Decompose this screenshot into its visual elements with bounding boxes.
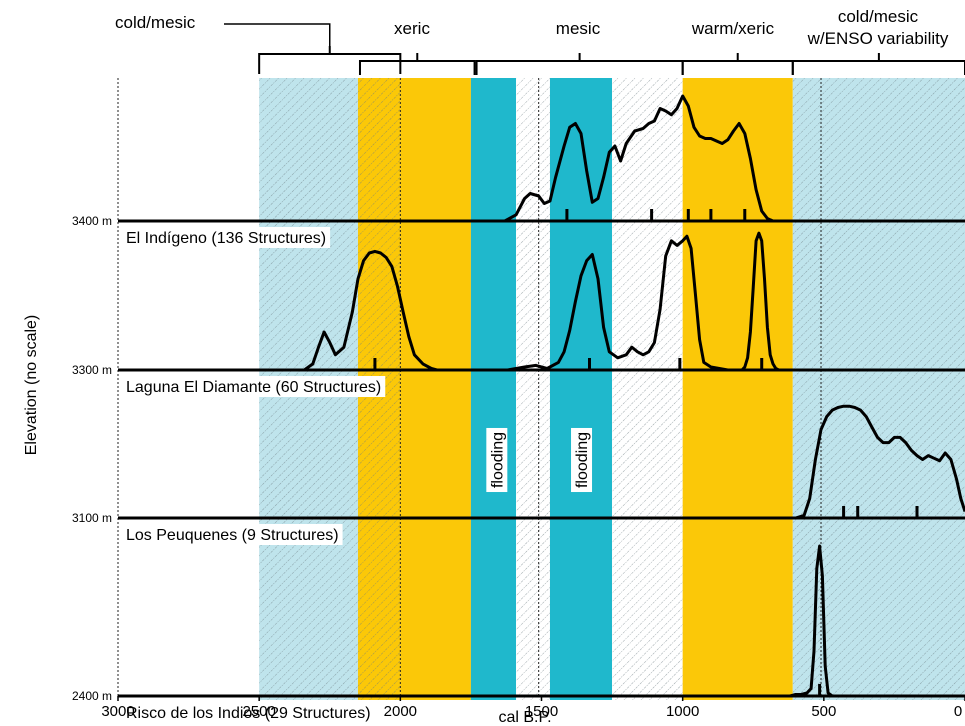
density-curve-1 [118, 231, 965, 372]
density-curve-2 [118, 404, 965, 520]
flood-label-0: flooding [489, 432, 506, 488]
band-hatch-6 [612, 78, 683, 700]
flood-label-bg-0 [486, 427, 508, 493]
flood-label-group-1: flooding [571, 427, 593, 493]
x-tick-label-4: 1000 [666, 703, 699, 720]
x-axis: 3000 2500 2000 1500 1000 500 0 [101, 696, 965, 720]
flood-label-bg-1 [571, 427, 593, 493]
elevation-label-2: 3100 m [72, 511, 112, 525]
density-curve-3 [118, 544, 965, 698]
bracket-leader-0 [224, 23, 331, 46]
site-label-1: Laguna El Diamante (60 Structures) [126, 379, 381, 396]
band-flood-5 [549, 78, 613, 700]
period-label-2: mesic [556, 19, 601, 38]
x-tick-label-1: 2500 [242, 703, 275, 720]
period-label-4-line1: cold/mesic [838, 7, 919, 26]
band-hatch-8 [792, 78, 965, 700]
band-warm-7 [682, 78, 793, 700]
y-axis-title: Elevation (no scale) [23, 315, 40, 456]
site-label-bg-1 [122, 376, 386, 397]
period-label-3: warm/xeric [691, 19, 775, 38]
site-label-bg-3 [122, 702, 375, 723]
site-label-bg-2 [122, 524, 343, 545]
elevation-label-1: 3300 m [72, 363, 112, 377]
site-label-bg-0 [122, 227, 331, 248]
site-series: 3400 m El Indígeno (136 Structures) 3300 m… [72, 94, 965, 723]
reference-lines [117, 78, 822, 696]
period-label-1: xeric [394, 19, 430, 38]
bracket-1 [358, 53, 476, 75]
x-tick-label-3: 1500 [525, 703, 558, 720]
bracket-4 [791, 53, 965, 75]
x-tick-label-0: 3000 [101, 703, 134, 720]
band-flood-3 [470, 78, 517, 700]
site-label-0: El Indígeno (136 Structures) [126, 230, 326, 247]
x-tick-label-6: 0 [954, 703, 962, 720]
site-label-2: Los Peuquenes (9 Structures) [126, 527, 339, 544]
flood-label-group-0: flooding [486, 427, 508, 493]
period-label-4-line2: w/ENSO variability [807, 29, 949, 48]
band-hatch-4 [516, 78, 550, 700]
elevation-label-0: 3400 m [72, 214, 112, 228]
period-label-0: cold/mesic [115, 13, 196, 32]
x-tick-label-5: 500 [811, 703, 836, 720]
x-tick-label-2: 2000 [384, 703, 417, 720]
flood-labels: flooding flooding [486, 427, 593, 493]
bracket-2 [475, 53, 684, 75]
band-xeric-2 [400, 78, 471, 700]
bracket-3 [681, 53, 794, 75]
site-label-3: Risco de los Indios (29 Structures) [126, 705, 371, 722]
elevation-label-3: 2400 m [72, 689, 112, 703]
flood-label-1: flooding [574, 432, 591, 488]
density-curve-0 [118, 94, 965, 223]
bracket-0 [258, 46, 402, 74]
x-axis-title: cal B.P. [498, 709, 551, 726]
period-brackets: cold/mesic xeric mesic warm/xeric cold/mesic… [115, 7, 965, 75]
